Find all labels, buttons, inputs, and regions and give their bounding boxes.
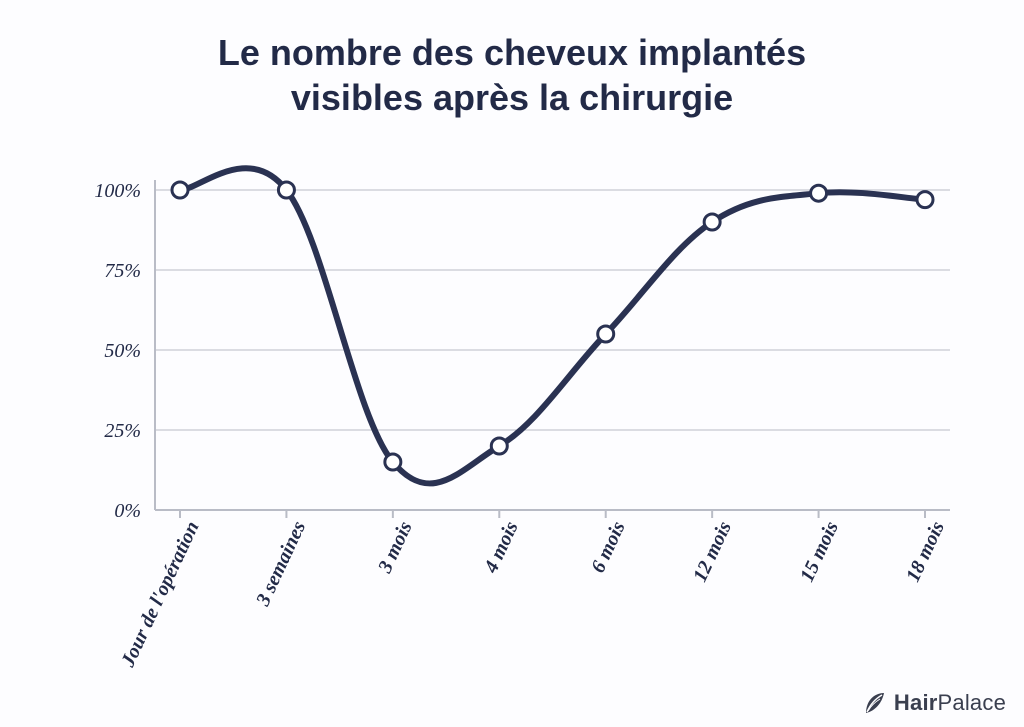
y-tick-label: 100% [94, 180, 141, 202]
brand-text: HairPalace [894, 690, 1006, 716]
data-point [598, 326, 614, 342]
y-tick-label: 75% [104, 260, 141, 282]
data-line [180, 168, 925, 483]
data-point [811, 185, 827, 201]
chart-title: Le nombre des cheveux implantés visibles… [0, 0, 1024, 120]
y-tick-label: 0% [114, 500, 141, 522]
leaf-icon [860, 689, 888, 717]
data-point [278, 182, 294, 198]
brand-suffix: Palace [938, 690, 1006, 715]
brand-prefix: Hair [894, 690, 938, 715]
data-point [385, 454, 401, 470]
line-chart: 0% 25% 50% 75% 100% [60, 160, 960, 600]
title-line1: Le nombre des cheveux implantés [218, 32, 806, 73]
y-tick-label: 25% [104, 420, 141, 442]
data-point [917, 192, 933, 208]
y-tick-label: 50% [104, 340, 141, 362]
brand-logo: HairPalace [860, 689, 1006, 717]
data-point [172, 182, 188, 198]
title-line2: visibles après la chirurgie [291, 77, 733, 118]
data-point [704, 214, 720, 230]
chart-area: 0% 25% 50% 75% 100% [60, 160, 960, 600]
data-point [491, 438, 507, 454]
